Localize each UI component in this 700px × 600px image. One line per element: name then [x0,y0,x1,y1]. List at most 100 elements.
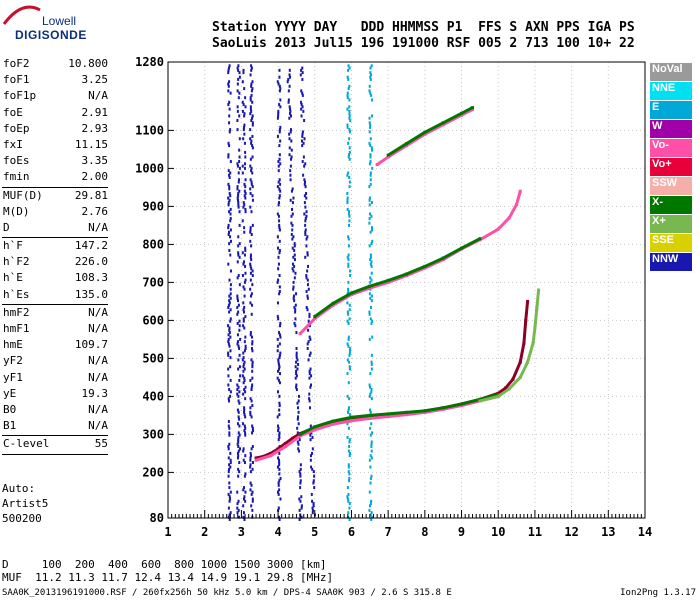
interference-dot [242,324,245,328]
header-labels: Station YYYY DAY DDD HHMMSS P1 FFS S AXN… [212,20,635,35]
interference-dot [297,394,300,398]
interference-dot [347,463,350,467]
interference-dot [250,492,253,496]
interference-dot [306,253,309,257]
legend-item-x: X+ [650,215,692,233]
x-tick-label: 8 [421,525,428,539]
interference-dot [348,397,351,401]
interference-dot [299,481,302,485]
interference-dot [250,66,253,70]
interference-dot [243,226,246,230]
interference-dot [346,342,349,346]
interference-dot [370,440,373,444]
interference-dot [293,253,296,257]
interference-dot [278,228,281,232]
param-key: h`F2 [3,255,30,269]
interference-dot [228,513,231,517]
interference-dot [306,294,309,298]
interference-dot [251,467,254,471]
interference-dot [369,173,372,177]
param-key: h`F [3,239,23,253]
interference-dot [276,280,279,284]
interference-dot [348,317,351,321]
trace-point [460,402,464,406]
interference-dot [244,271,247,275]
interference-dot [346,486,349,490]
interference-dot [249,112,252,116]
interference-dot [236,511,239,515]
interference-dot [278,458,281,462]
interference-dot [250,399,253,403]
x-tick-label: 4 [274,525,281,539]
interference-dot [347,408,350,412]
interference-dot [228,187,231,191]
interference-dot [237,274,240,278]
interference-dot [370,146,373,150]
interference-dot [238,75,241,79]
interference-dot [251,80,254,84]
interference-dot [369,230,372,234]
interference-dot [278,356,281,360]
trace-point [313,428,317,432]
interference-dot [305,244,308,248]
interference-dot [369,71,372,75]
interference-dot [292,196,295,200]
trace-point [526,360,530,364]
interference-dot [249,465,252,469]
param-key: yF1 [3,370,23,384]
interference-dot [244,191,247,195]
interference-dot [249,397,252,401]
interference-dot [278,292,281,296]
interference-dot [249,73,252,77]
interference-dot [296,431,299,435]
interference-dot [368,508,371,512]
interference-dot [293,248,296,252]
interference-dot [244,344,247,348]
interference-dot [370,305,373,309]
interference-dot [249,105,252,109]
interference-dot [309,458,312,462]
trace-point [313,317,317,320]
interference-dot [370,321,373,325]
interference-dot [250,347,253,350]
trace-point [405,410,408,414]
interference-dot [346,410,349,414]
interference-dot [250,169,253,173]
interference-dot [251,383,254,387]
interference-dot [276,415,279,419]
interference-dot [299,467,302,471]
interference-dot [242,369,245,373]
interference-dot [347,344,350,348]
interference-dot [347,381,350,385]
interference-dot [294,376,297,380]
interference-dot [348,353,351,357]
interference-dot [368,244,371,248]
interference-dot [228,210,231,214]
interference-dot [301,93,304,97]
interference-dot [278,130,281,134]
interference-dot [227,351,230,355]
interference-dot [368,116,371,120]
interference-dot [312,479,315,483]
interference-dot [249,264,252,268]
param-value: 135.0 [74,287,108,301]
interference-dot [229,378,232,382]
interference-dot [369,66,372,70]
logo-text-digisonde: DIGISONDE [15,28,87,42]
interference-dot [347,68,350,72]
interference-dot [370,201,373,205]
interference-dot [290,233,293,236]
interference-dot [299,73,302,77]
trace-point [507,387,511,391]
y-tick-label: 900 [142,199,164,213]
interference-dot [243,189,246,193]
interference-dot [278,518,281,521]
trace-point [269,454,273,458]
interference-dot [249,333,252,337]
interference-dot [308,353,311,357]
interference-dot [244,315,247,319]
interference-dot [310,383,313,387]
interference-dot [228,100,231,104]
interference-dot [251,342,254,346]
interference-dot [346,301,349,305]
